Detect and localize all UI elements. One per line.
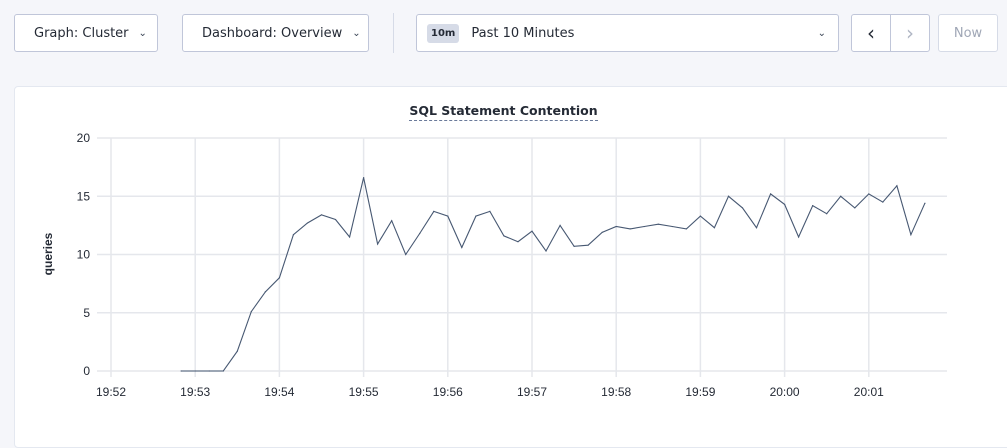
y-tick-label: 10 [77, 248, 91, 262]
y-tick-label: 5 [83, 306, 90, 320]
data-point [713, 227, 716, 229]
data-point [699, 215, 702, 217]
data-point [250, 310, 252, 313]
data-point [924, 202, 926, 204]
data-point [671, 225, 673, 228]
data-point [194, 370, 196, 372]
divider [393, 13, 394, 53]
data-point [587, 244, 589, 246]
chart-card [14, 86, 1007, 448]
data-point [461, 246, 463, 249]
data-point [657, 223, 659, 225]
data-point [320, 214, 323, 216]
x-tick-label: 20:01 [854, 385, 884, 399]
data-point [391, 220, 393, 222]
now-button-label: Now [953, 25, 983, 41]
data-point [741, 207, 744, 209]
data-point [306, 222, 309, 224]
graph-select-label: Graph: Cluster [34, 25, 129, 41]
time-range-badge: 10m [427, 23, 460, 43]
series-line [181, 177, 926, 372]
data-point [840, 195, 842, 197]
data-point [489, 210, 491, 212]
data-point [545, 250, 547, 252]
time-range-label: Past 10 Minutes [471, 25, 575, 41]
data-point [573, 245, 575, 247]
data-point [348, 236, 351, 238]
data-point [208, 370, 210, 372]
y-tick-label: 20 [77, 131, 91, 145]
now-button[interactable]: Now [938, 14, 998, 52]
data-point [629, 228, 631, 230]
data-point [798, 236, 800, 238]
data-point [222, 370, 224, 372]
data-point [531, 230, 533, 232]
data-point [517, 241, 519, 243]
x-tick-label: 20:00 [770, 385, 800, 399]
y-tick-label: 15 [77, 189, 91, 203]
data-point [910, 234, 912, 236]
data-point [236, 350, 238, 352]
x-tick-label: 19:53 [180, 385, 210, 399]
data-point [826, 213, 828, 215]
chevron-down-icon: ⌄ [817, 27, 826, 39]
data-point [882, 201, 884, 203]
data-point [896, 185, 898, 187]
data-point [812, 204, 814, 207]
chevron-down-icon: ⌄ [138, 27, 147, 39]
data-point [264, 291, 266, 293]
data-point [615, 225, 617, 228]
data-point [334, 218, 337, 221]
data-point [727, 195, 730, 197]
data-point [868, 193, 870, 195]
data-point [769, 193, 772, 195]
data-point [854, 207, 856, 209]
next-time-button[interactable]: › [890, 14, 930, 52]
data-point [405, 253, 407, 256]
data-point [475, 215, 477, 217]
line-chart: queries 0 5 10 15 20 19:52 19:53 19:54 19:55 19:5… [41, 131, 947, 399]
data-point [503, 235, 505, 237]
data-point [447, 215, 449, 217]
x-tick-label: 19:55 [349, 385, 379, 399]
chart-title[interactable]: SQL Statement Contention [0, 103, 1007, 121]
dashboard-select-label: Dashboard: Overview [202, 25, 343, 41]
data-point [433, 210, 435, 212]
data-point [643, 225, 645, 228]
data-point [377, 243, 379, 245]
data-point [278, 277, 280, 279]
x-tick-label: 19:58 [601, 385, 631, 399]
data-point [685, 228, 687, 230]
data-point [784, 203, 786, 206]
data-point [180, 370, 182, 372]
x-tick-label: 19:54 [264, 385, 294, 399]
x-tick-label: 19:52 [96, 385, 126, 399]
data-point [292, 234, 295, 236]
graph-select[interactable]: Graph: Cluster ⌄ [14, 14, 158, 52]
y-axis-label: queries [41, 232, 55, 275]
data-point [559, 224, 561, 226]
x-tick-label: 19:57 [517, 385, 547, 399]
chevron-left-icon: ‹ [867, 21, 875, 45]
y-tick-label: 0 [83, 364, 90, 378]
chevron-down-icon: ⌄ [352, 27, 361, 39]
data-point [755, 227, 758, 229]
x-tick-label: 19:59 [685, 385, 715, 399]
data-point [419, 232, 421, 235]
chevron-right-icon: › [906, 21, 914, 45]
data-point [601, 231, 603, 233]
time-range-select[interactable]: 10m Past 10 Minutes ⌄ [416, 14, 839, 52]
x-tick-label: 19:56 [433, 385, 463, 399]
data-point [363, 177, 365, 179]
dashboard-select[interactable]: Dashboard: Overview ⌄ [182, 14, 369, 52]
